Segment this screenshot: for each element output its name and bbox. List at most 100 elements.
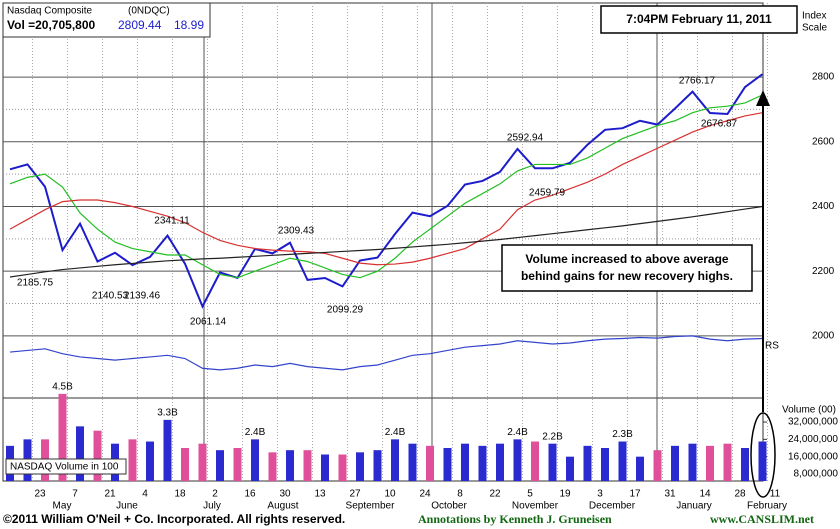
- price-annotation: 2061.14: [190, 317, 227, 328]
- volume-bar: [443, 448, 452, 481]
- note: behind gains for new recovery highs.: [521, 269, 733, 283]
- month-label: May: [53, 501, 72, 512]
- month-label: December: [589, 501, 636, 512]
- volume-bar: [216, 450, 224, 481]
- y-tick-label: 2600: [812, 136, 835, 147]
- rs-label: RS: [765, 341, 779, 352]
- volume-value-label: 3.3B: [157, 408, 178, 419]
- copyright: ©2011 William O'Neil + Co. Incorporated.…: [3, 512, 345, 526]
- volume-bar: [391, 439, 399, 481]
- x-tick-label: 4: [142, 489, 148, 500]
- volume-bar: [688, 443, 697, 481]
- x-tick-label: 3: [597, 489, 603, 500]
- volume-tick-label: 8,000,000: [794, 469, 839, 480]
- x-tick-label: 31: [664, 489, 676, 500]
- price-annotation: 2099.29: [327, 305, 364, 316]
- y-tick-label: 2200: [812, 266, 835, 277]
- month-label: July: [203, 501, 221, 512]
- volume-value-label: 2.4B: [507, 427, 528, 438]
- x-tick-label: 19: [559, 489, 571, 500]
- month-label: June: [116, 501, 138, 512]
- x-tick-label: 7: [72, 489, 78, 500]
- x-tick-label: 27: [349, 489, 361, 500]
- x-tick-label: 22: [489, 489, 501, 500]
- volume-bar: [723, 443, 732, 481]
- volume-bar: [286, 450, 294, 481]
- volume-bar: [373, 450, 382, 481]
- indicator-line: [9, 112, 763, 266]
- x-tick-label: 8: [457, 489, 463, 500]
- arrow-head: [756, 90, 770, 106]
- highlight-ellipse: [750, 412, 776, 498]
- volume-bar: [426, 445, 434, 481]
- x-tick-label: 28: [734, 489, 746, 500]
- volume-bar: [251, 439, 259, 481]
- volume-bar: [618, 441, 627, 481]
- axis-label: Scale: [802, 23, 827, 34]
- volume-bar: [198, 443, 207, 481]
- price-change: 18.99: [174, 18, 204, 32]
- volume-bar: [408, 443, 417, 481]
- volume-bar: [758, 441, 767, 481]
- volume-bar: [636, 456, 644, 481]
- month-label: August: [267, 501, 298, 512]
- volume-bar: [671, 445, 679, 481]
- x-tick-label: 16: [244, 489, 256, 500]
- price-annotation: 2459.79: [529, 188, 566, 199]
- volume-bar: [601, 448, 609, 481]
- header-box: [2, 2, 211, 38]
- month-label: January: [676, 501, 712, 512]
- axis-label: Index: [802, 11, 826, 22]
- x-tick-label: 30: [279, 489, 291, 500]
- volume-bar: [268, 452, 277, 481]
- note: Volume increased to above average: [525, 252, 729, 266]
- price-annotation: 2341.11: [154, 216, 190, 227]
- volume-tick-label: 16,000,000: [788, 451, 838, 462]
- volume-axis-label: Volume (00): [782, 405, 836, 416]
- x-tick-label: 11: [770, 489, 781, 500]
- volume-bar: [478, 445, 487, 481]
- volume-bar: [76, 426, 84, 481]
- volume-bar: [163, 419, 172, 481]
- month-label: October: [431, 501, 467, 512]
- volume-bar: [58, 393, 67, 481]
- site: www.CANSLIM.net: [710, 512, 814, 526]
- volume-value-label: 2.4B: [245, 427, 266, 438]
- volume-bar: [531, 441, 539, 481]
- volume-text: Vol =20,705,800: [7, 18, 96, 32]
- price-annotation: 2185.75: [17, 278, 54, 289]
- x-tick-label: 5: [527, 489, 533, 500]
- volume-bar: [706, 445, 714, 481]
- price-annotation: 2139.46: [124, 291, 161, 302]
- y-tick-label: 2400: [812, 201, 835, 212]
- volume-value-label: 2.4B: [385, 427, 406, 438]
- indicator-line: [9, 335, 763, 371]
- y-tick-label: 2800: [812, 72, 835, 83]
- volume-bar: [583, 445, 592, 481]
- marks: [6, 73, 767, 481]
- volume-tick-label: 32,000,000: [788, 417, 838, 428]
- x-tick-label: 21: [104, 489, 116, 500]
- volume-legend-box: [5, 458, 127, 475]
- volume-bar: [93, 430, 102, 481]
- volume-bar: [496, 443, 504, 481]
- volume-bar: [303, 450, 312, 481]
- volume-bar: [321, 454, 329, 481]
- volume-bar: [461, 443, 469, 481]
- volume-bar: [741, 448, 749, 481]
- month-label: September: [346, 501, 396, 512]
- title: Nasdaq Composite: [7, 6, 92, 17]
- timestamp: 7:04PM February 11, 2011: [626, 12, 772, 26]
- x-tick-label: 23: [34, 489, 46, 500]
- x-tick-label: 18: [174, 489, 186, 500]
- note-box: [501, 244, 753, 292]
- volume-bar: [146, 441, 154, 481]
- volume-legend: NASDAQ Volume in 100: [10, 462, 119, 473]
- symbol: (0NDQC): [128, 6, 170, 17]
- x-tick-label: 17: [629, 489, 641, 500]
- x-tick-label: 10: [384, 489, 396, 500]
- volume-value-label: 2.3B: [612, 429, 633, 440]
- volume-bar: [548, 443, 557, 481]
- volume-bar: [338, 454, 347, 481]
